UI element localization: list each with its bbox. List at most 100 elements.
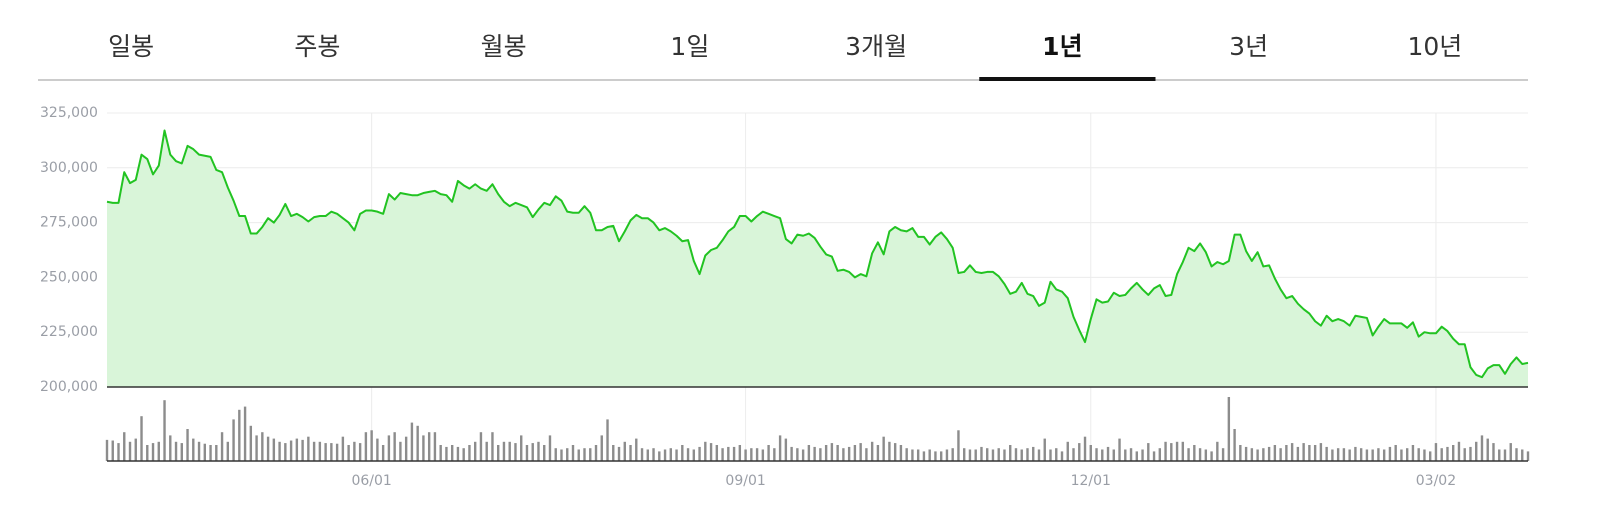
volume-bar — [485, 441, 488, 461]
volume-bar — [801, 449, 805, 461]
volume-bar — [197, 441, 201, 461]
volume-bar — [1037, 449, 1041, 461]
volume-bar — [1405, 448, 1409, 461]
tab[interactable]: 10년 — [1407, 32, 1462, 61]
volume-bar — [836, 445, 839, 461]
volume-bar — [450, 445, 454, 461]
volume-bar — [968, 449, 972, 461]
volume-bar — [612, 445, 615, 461]
volume-bar — [594, 445, 598, 461]
volume-bar — [1319, 443, 1323, 461]
volume-bar — [911, 449, 914, 461]
volume-bar — [1193, 445, 1196, 461]
volume-bar — [560, 449, 563, 461]
tab[interactable]: 1년 — [1042, 32, 1082, 61]
volume-bar — [399, 441, 402, 461]
volume-bar — [1446, 446, 1449, 461]
volume-bar — [554, 448, 557, 461]
volume-bar — [1256, 449, 1259, 461]
volume-bar — [986, 448, 989, 461]
volume-bar — [1060, 451, 1064, 461]
volume-bar — [1411, 445, 1415, 461]
volume-bar — [704, 441, 707, 461]
volume-bar — [617, 446, 621, 461]
volume-bar — [1463, 448, 1466, 461]
volume-bar — [192, 438, 195, 461]
volume-bar — [1262, 448, 1265, 461]
active-tab-underline — [979, 77, 1156, 81]
tab[interactable]: 주봉 — [294, 32, 340, 61]
volume-bar — [1129, 448, 1133, 461]
y-tick-label: 325,000 — [40, 105, 98, 121]
volume-bar — [134, 438, 137, 461]
tab[interactable]: 3개월 — [845, 32, 907, 61]
volume-bar — [232, 419, 235, 461]
volume-bar — [738, 445, 742, 461]
volume-bar — [957, 430, 960, 461]
volume-bar — [186, 429, 189, 461]
volume-bar — [939, 451, 943, 461]
volume-bar — [1009, 445, 1012, 461]
volume-bar — [123, 432, 126, 461]
volume-bar — [870, 441, 874, 461]
volume-bar — [169, 435, 172, 461]
volume-bar — [479, 432, 483, 461]
volume-bar — [1164, 441, 1167, 461]
volume-bar — [698, 446, 701, 461]
volume-bar — [888, 441, 891, 461]
tab[interactable]: 일봉 — [108, 32, 154, 61]
volume-bar — [272, 438, 276, 461]
volume-bar — [951, 448, 954, 461]
volume-bar — [416, 425, 419, 461]
volume-bar — [548, 435, 552, 461]
volume-bar — [876, 445, 880, 461]
volume-bar — [209, 445, 212, 461]
volume-bar — [508, 441, 511, 461]
volume-bar — [1388, 446, 1392, 461]
tab[interactable]: 3년 — [1229, 32, 1268, 61]
volume-bar — [1124, 449, 1127, 461]
volume-bar — [577, 449, 580, 461]
volume-bar — [146, 445, 149, 461]
volume-bar — [859, 443, 862, 461]
volume-bar — [410, 422, 414, 461]
volume-bar — [249, 425, 253, 461]
volume-bar — [163, 400, 166, 461]
volume-bar — [1083, 436, 1087, 461]
volume-bar — [215, 445, 218, 461]
volume-bar — [744, 449, 747, 461]
volume-bar — [111, 440, 114, 461]
volume-bar — [1285, 445, 1288, 461]
volume-bar — [1336, 448, 1340, 461]
volume-bar — [1089, 445, 1092, 461]
volume-bar — [307, 436, 310, 461]
volume-bar — [278, 441, 281, 461]
volume-bar — [778, 435, 782, 461]
volume-bar — [220, 432, 224, 461]
x-tick-label: 03/02 — [1416, 473, 1456, 489]
volume-bar — [1308, 445, 1311, 461]
volume-bar — [790, 446, 793, 461]
volume-bar — [491, 432, 494, 461]
volume-bar — [468, 445, 471, 461]
tab[interactable]: 월봉 — [481, 32, 527, 61]
volume-bar — [1348, 449, 1351, 461]
volume-bar — [1049, 449, 1052, 461]
volume-bar — [422, 435, 425, 461]
volume-bar — [824, 445, 828, 461]
volume-bar — [963, 448, 966, 461]
volume-bar — [652, 448, 655, 461]
volume-bar — [784, 438, 788, 461]
volume-bar — [623, 441, 626, 461]
volume-bar — [1434, 443, 1438, 461]
volume-bar — [456, 446, 460, 461]
volume-bar — [1526, 451, 1530, 461]
price-area — [107, 130, 1528, 388]
volume-bar — [1428, 451, 1432, 461]
volume-bar — [974, 449, 977, 461]
volume-bar — [520, 435, 523, 461]
tab[interactable]: 1일 — [670, 32, 709, 61]
volume-bar — [755, 448, 759, 461]
volume-bar — [1371, 449, 1374, 461]
volume-bar — [1457, 441, 1461, 461]
